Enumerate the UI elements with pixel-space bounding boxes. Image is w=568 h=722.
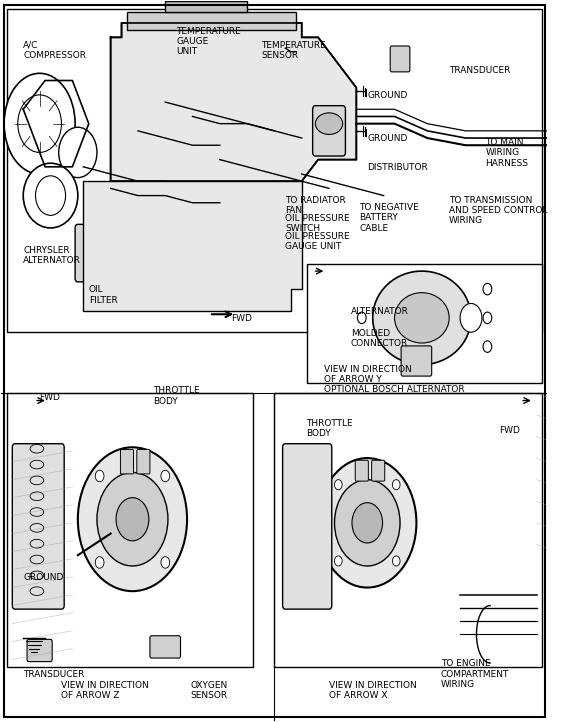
Circle shape [357,312,366,323]
Circle shape [483,312,492,323]
Circle shape [335,556,342,566]
Polygon shape [127,12,296,30]
Circle shape [78,448,187,591]
Ellipse shape [23,163,78,228]
Ellipse shape [315,113,343,134]
Circle shape [318,458,416,588]
Text: GROUND: GROUND [23,573,64,582]
Text: VIEW IN DIRECTION
OF ARROW Y
OPTIONAL BOSCH ALTERNATOR: VIEW IN DIRECTION OF ARROW Y OPTIONAL BO… [324,365,465,394]
Circle shape [392,556,400,566]
Text: VIEW IN DIRECTION
OF ARROW Z: VIEW IN DIRECTION OF ARROW Z [61,681,149,700]
FancyBboxPatch shape [283,444,332,609]
Text: FWD: FWD [499,426,520,435]
FancyBboxPatch shape [7,393,253,666]
Text: TRANSDUCER: TRANSDUCER [23,670,85,679]
FancyBboxPatch shape [371,460,385,481]
Text: TO NEGATIVE
BATTERY
CABLE: TO NEGATIVE BATTERY CABLE [359,203,419,232]
FancyBboxPatch shape [12,444,64,609]
Circle shape [352,503,383,543]
Text: TEMPERATURE
SENSOR: TEMPERATURE SENSOR [261,41,326,61]
Circle shape [483,283,492,295]
FancyBboxPatch shape [120,450,133,474]
FancyBboxPatch shape [7,9,542,332]
FancyBboxPatch shape [312,105,345,156]
Polygon shape [165,1,247,12]
Circle shape [95,557,104,568]
Circle shape [161,470,170,482]
Text: A/C
COMPRESSOR: A/C COMPRESSOR [23,41,86,61]
Text: FWD: FWD [231,314,252,323]
Text: TO RADIATOR
FAN: TO RADIATOR FAN [285,196,346,215]
Text: THROTTLE
BODY: THROTTLE BODY [153,386,199,406]
FancyBboxPatch shape [307,264,542,383]
Text: FWD: FWD [40,393,60,402]
Circle shape [95,470,104,482]
Circle shape [335,479,342,490]
Circle shape [116,497,149,541]
Text: ALTERNATOR: ALTERNATOR [351,307,409,316]
Ellipse shape [18,95,61,152]
Text: VIEW IN DIRECTION
OF ARROW X: VIEW IN DIRECTION OF ARROW X [329,681,416,700]
FancyBboxPatch shape [274,393,542,666]
Text: OIL PRESSURE
SWITCH: OIL PRESSURE SWITCH [285,214,350,233]
Polygon shape [111,23,356,181]
FancyBboxPatch shape [355,460,369,481]
Text: OIL
FILTER: OIL FILTER [89,285,118,305]
Text: OIL PRESSURE
GAUGE UNIT: OIL PRESSURE GAUGE UNIT [285,232,350,251]
Ellipse shape [59,127,97,178]
Text: TEMPERATURE
GAUGE
UNIT: TEMPERATURE GAUGE UNIT [177,27,241,56]
Ellipse shape [36,175,65,215]
Text: DISTRIBUTOR: DISTRIBUTOR [367,163,428,173]
FancyBboxPatch shape [390,46,410,72]
Circle shape [97,472,168,566]
Text: TRANSDUCER: TRANSDUCER [449,66,511,75]
FancyBboxPatch shape [150,636,181,658]
Text: TO MAIN
WIRING
HARNESS: TO MAIN WIRING HARNESS [486,138,528,168]
Text: TO ENGINE
COMPARTMENT
WIRING: TO ENGINE COMPARTMENT WIRING [441,659,509,690]
FancyBboxPatch shape [401,346,432,376]
Text: MOLDED
CONNECTOR: MOLDED CONNECTOR [351,329,408,348]
Text: TO TRANSMISSION
AND SPEED CONTROL
WIRING: TO TRANSMISSION AND SPEED CONTROL WIRING [449,196,548,225]
Ellipse shape [4,74,75,174]
Text: CHRYSLER
ALTERNATOR: CHRYSLER ALTERNATOR [23,246,81,265]
Text: OXYGEN
SENSOR: OXYGEN SENSOR [190,681,228,700]
Text: GROUND: GROUND [367,91,408,100]
Ellipse shape [373,271,471,365]
Circle shape [335,479,400,566]
Text: GROUND: GROUND [367,134,408,144]
Circle shape [392,479,400,490]
FancyBboxPatch shape [75,225,124,282]
Circle shape [483,341,492,352]
FancyBboxPatch shape [137,450,150,474]
FancyBboxPatch shape [27,640,52,661]
Ellipse shape [395,292,449,343]
Circle shape [161,557,170,568]
Text: THROTTLE
BODY: THROTTLE BODY [306,419,352,438]
Polygon shape [83,181,302,310]
Ellipse shape [460,303,482,332]
